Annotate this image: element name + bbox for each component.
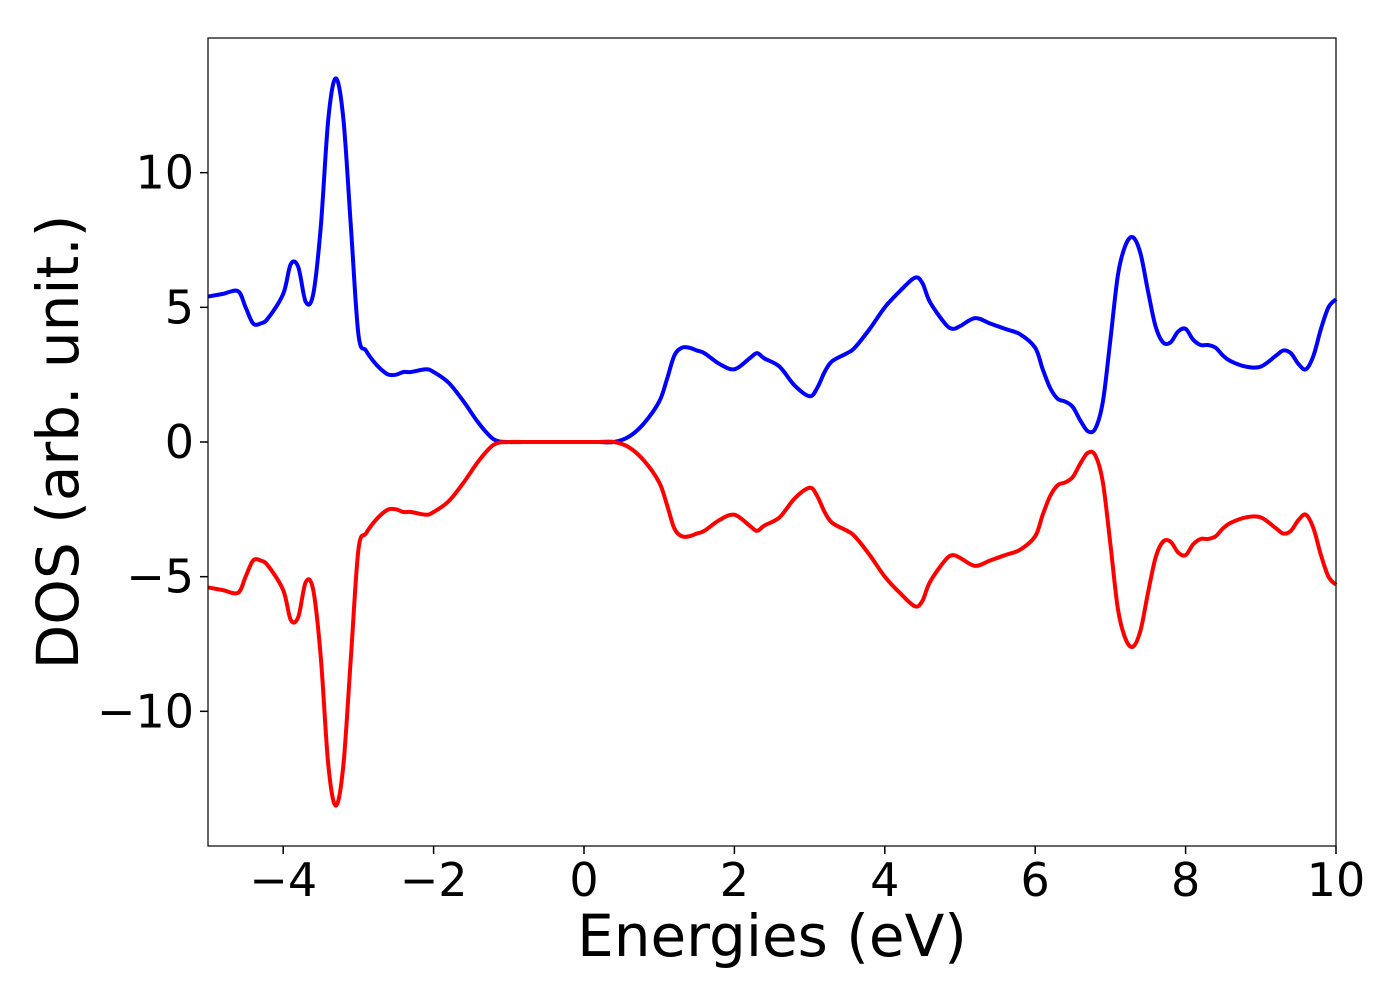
plot-frame <box>207 37 1337 847</box>
y-tick-label: 10 <box>135 146 194 200</box>
x-axis-label: Energies (eV) <box>577 902 967 970</box>
y-axis-ticks: −10 −5 0 5 10 <box>97 146 208 738</box>
x-tick-label: 2 <box>720 853 749 907</box>
y-axis-label: DOS (arb. unit.) <box>24 215 92 670</box>
y-tick-label: 0 <box>165 415 194 469</box>
y-tick-label: 5 <box>165 280 194 334</box>
x-tick-label: 6 <box>1021 853 1050 907</box>
y-tick-label: −5 <box>126 550 194 604</box>
x-tick-label: −4 <box>249 853 317 907</box>
x-tick-label: 8 <box>1171 853 1200 907</box>
plot-lines <box>207 76 1338 808</box>
series-line-spin-down <box>207 439 1338 808</box>
y-tick-label: −10 <box>97 684 194 738</box>
x-tick-label: 0 <box>569 853 598 907</box>
x-tick-label: 10 <box>1307 853 1366 907</box>
x-tick-label: 4 <box>870 853 899 907</box>
x-axis-ticks: −4 −2 0 2 4 6 8 10 <box>249 846 1365 907</box>
x-tick-label: −2 <box>400 853 468 907</box>
series-line-spin-up <box>207 76 1338 445</box>
